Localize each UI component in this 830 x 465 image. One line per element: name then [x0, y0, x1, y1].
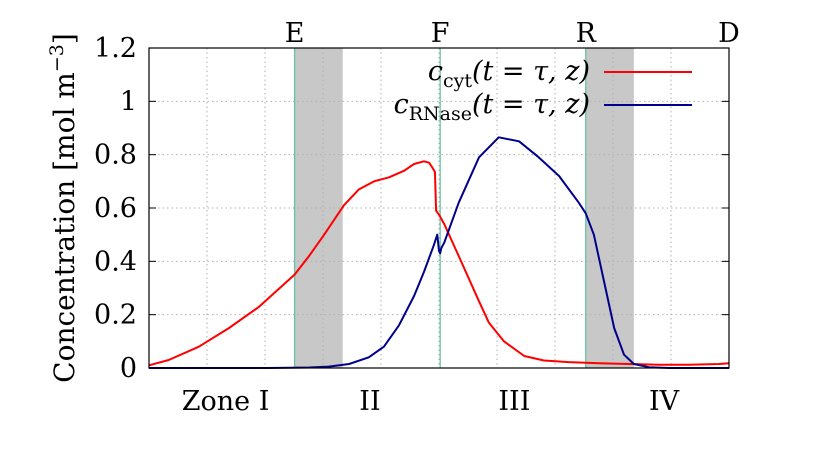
y-tick-label-3: 0.6 — [94, 193, 137, 224]
boundary-label-F: F — [431, 18, 450, 49]
legend: ccyt(t = τ, z) cRNase(t = τ, z) — [394, 56, 692, 125]
legend-rnase-subscript: RNase — [409, 103, 472, 125]
boundary-lines — [293, 48, 587, 368]
zone-labels: Zone I II III IV — [182, 386, 680, 417]
legend-rnase-base: c — [394, 89, 409, 120]
legend-entry-cyt: ccyt(t = τ, z) — [428, 56, 590, 92]
grid — [149, 48, 729, 368]
y-tick-label-2: 0.4 — [94, 246, 137, 277]
y-tick-label-6: 1.2 — [94, 33, 137, 64]
legend-cyt-subscript: cyt — [443, 70, 472, 92]
zone-label-1: II — [359, 386, 380, 417]
series-line-cyt — [148, 160, 730, 367]
y-tick-labels: 0 0.2 0.4 0.6 0.8 1 1.2 — [94, 33, 729, 384]
legend-cyt-base: c — [428, 56, 443, 87]
y-tick-label-5: 1 — [120, 86, 137, 117]
boundary-label-R: R — [576, 18, 597, 49]
zone-label-0: Zone I — [182, 386, 270, 417]
zone-label-2: III — [498, 386, 530, 417]
y-tick-label-0: 0 — [120, 353, 137, 384]
y-tick-label-4: 0.8 — [94, 140, 137, 171]
zone-label-3: IV — [649, 386, 680, 417]
legend-entry-rnase: cRNase(t = τ, z) — [394, 89, 590, 125]
boundary-label-D: D — [718, 18, 740, 49]
series-line-RNase — [149, 136, 729, 369]
y-axis-label-main: Concentration [mol m — [48, 72, 81, 383]
y-tick-label-1: 0.2 — [94, 300, 137, 331]
boundary-label-E: E — [285, 18, 305, 49]
y-axis-label: Concentration [mol m−3] — [46, 33, 81, 383]
legend-rnase-args: (t = τ, z) — [472, 89, 590, 120]
shaded-region-1 — [585, 48, 634, 368]
series-lines — [148, 136, 730, 369]
y-axis-label-exponent: −3 — [46, 44, 68, 72]
shaded-region-0 — [294, 48, 343, 368]
legend-cyt-args: (t = τ, z) — [472, 56, 590, 87]
y-axis-label-close: ] — [48, 33, 81, 44]
